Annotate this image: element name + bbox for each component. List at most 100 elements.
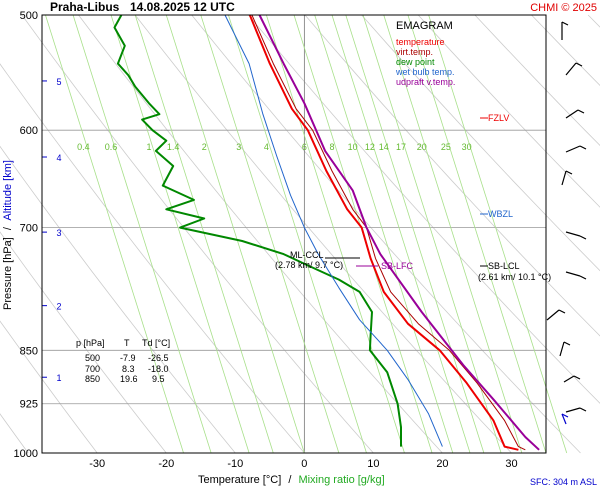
svg-text:Pressure [hPa] / A: Pressure [hPa] / Altitude [km] xyxy=(2,160,14,310)
datetime-title: 14.08.2025 12 UTC xyxy=(130,0,235,14)
x-axis-label-mix: Mixing ratio [g/kg] xyxy=(298,474,384,486)
legend-title: EMAGRAM xyxy=(396,20,453,32)
altitude-tick-label: 1 xyxy=(56,373,61,383)
mixing-ratio-line xyxy=(228,14,367,454)
mixing-ratio-line xyxy=(72,14,212,454)
mixing-ratio-label: 8 xyxy=(329,142,334,152)
dry-adiabat xyxy=(0,320,98,454)
sfc-note: SFC: 304 m ASL xyxy=(530,477,597,487)
mixing-ratio-label: 25 xyxy=(441,142,451,152)
wind-barb-feather xyxy=(579,235,587,240)
series-line xyxy=(251,14,526,451)
temperature-tick-label: -20 xyxy=(158,458,174,470)
table-header-p: p [hPa] xyxy=(76,338,105,348)
temperature-tick-label: 30 xyxy=(505,458,517,470)
table-header-t: T xyxy=(124,338,130,348)
wind-barbs-layer xyxy=(546,21,587,425)
wind-barb-feather xyxy=(575,62,583,67)
wind-barb xyxy=(559,341,565,357)
mixing-ratio-line xyxy=(362,14,502,454)
mixing-ratio-label: 3 xyxy=(236,142,241,152)
mixing-ratio-line xyxy=(134,14,274,454)
ml-ccl-value: (2.78 km/ 9.7 °C) xyxy=(275,260,343,270)
table-row-td: -18.0 xyxy=(148,364,169,374)
legend-temperature: temperature xyxy=(396,37,445,47)
y-axis-label-sep: / xyxy=(2,226,14,230)
pressure-tick-label: 600 xyxy=(20,125,38,137)
credit-text: CHMI © 2025 xyxy=(530,2,597,14)
mixing-ratio-label: 17 xyxy=(396,142,406,152)
wind-barb-feather xyxy=(579,145,587,150)
x-axis-label-temp: Temperature [°C] xyxy=(198,474,281,486)
temperature-tick-label: -10 xyxy=(227,458,243,470)
table-row-t: -7.9 xyxy=(120,353,136,363)
altitude-tick-label: 4 xyxy=(56,153,61,163)
legend-virt-temp: virt.temp. xyxy=(396,47,433,57)
mixing-ratio-line xyxy=(383,14,523,454)
dry-adiabat xyxy=(0,231,167,454)
sb-lcl-value: (2.61 km/ 10.1 °C) xyxy=(478,272,551,282)
mixing-ratio-line xyxy=(266,14,405,454)
temperature-tick-label: 20 xyxy=(436,458,448,470)
wind-barb-feather xyxy=(561,21,569,26)
wind-barb xyxy=(565,145,581,153)
y-axis-label-pressure: Pressure [hPa] xyxy=(2,237,14,310)
table-row-td: 9.5 xyxy=(152,374,165,384)
altitude-tick-label: 5 xyxy=(56,77,61,87)
pressure-tick-label: 1000 xyxy=(14,448,38,460)
series-layer xyxy=(113,14,540,451)
mixing-ratio-line xyxy=(428,14,568,454)
dry-adiabat xyxy=(587,14,600,28)
pressure-tick-label: 925 xyxy=(20,399,38,411)
mixing-ratio-label: 1.4 xyxy=(167,142,180,152)
series-line xyxy=(224,14,443,447)
series-line xyxy=(258,14,540,451)
wind-barb xyxy=(565,407,581,413)
mixing-ratio-line xyxy=(200,14,340,454)
dry-adiabat xyxy=(134,14,512,454)
series-line xyxy=(113,14,402,447)
dry-adiabat xyxy=(78,14,443,454)
dry-adiabat xyxy=(21,14,374,454)
series-line xyxy=(248,14,519,451)
station-title: Praha-Libus xyxy=(50,0,120,14)
dry-adiabat xyxy=(248,14,600,404)
plot-frame xyxy=(41,14,547,454)
table-row-t: 19.6 xyxy=(120,374,138,384)
mixing-ratio-label: 30 xyxy=(462,142,472,152)
mixing-ratio-line xyxy=(314,14,454,454)
wind-barb-feather xyxy=(558,309,566,314)
temperature-tick-label: 10 xyxy=(367,458,379,470)
wind-barb-feather xyxy=(561,413,569,418)
wind-barb xyxy=(565,109,579,119)
mixing-ratio-line xyxy=(165,14,305,454)
temperature-tick-label: 0 xyxy=(301,458,307,470)
legend-wet-bulb: wet bulb temp. xyxy=(395,67,455,77)
sb-lfc-label: SB-LFC xyxy=(381,261,414,271)
mixing-ratio-layer: 0.4 0.6 1 1.4 2 3 4 6 8 10 12 14 17 20 25 30 xyxy=(45,14,568,454)
wind-barb xyxy=(561,170,567,186)
wind-barb-feather xyxy=(579,407,587,412)
sb-lcl-label: SB-LCL xyxy=(488,261,520,271)
dry-adiabat xyxy=(304,14,600,337)
mixing-ratio-line xyxy=(331,14,471,454)
legend-updraft: udpraft v.temp. xyxy=(396,77,455,87)
temperature-tick-label: -30 xyxy=(89,458,105,470)
dry-adiabat xyxy=(191,14,581,454)
wbzl-label: WBZL xyxy=(488,209,513,219)
y-axis-label-altitude: Altitude [km] xyxy=(2,160,14,221)
wind-barb-feather xyxy=(577,109,585,114)
mixing-ratio-label: 20 xyxy=(417,142,427,152)
wind-barb xyxy=(565,271,581,277)
y-axis-title: Pressure [hPa] / Altitude [km] xyxy=(2,160,14,310)
altitude-tick-label: 3 xyxy=(56,228,61,238)
mixing-ratio-label: 0.4 xyxy=(77,142,90,152)
wind-barb-feather xyxy=(573,375,581,380)
dry-adiabat xyxy=(417,14,600,208)
x-axis-title: Temperature [°C] / Mixing ratio [g/kg] xyxy=(198,474,385,486)
pressure-tick-label: 500 xyxy=(20,10,38,22)
altitude-tick-label: 2 xyxy=(56,302,61,312)
mixing-ratio-label: 10 xyxy=(348,142,358,152)
pressure-tick-label: 700 xyxy=(20,223,38,235)
